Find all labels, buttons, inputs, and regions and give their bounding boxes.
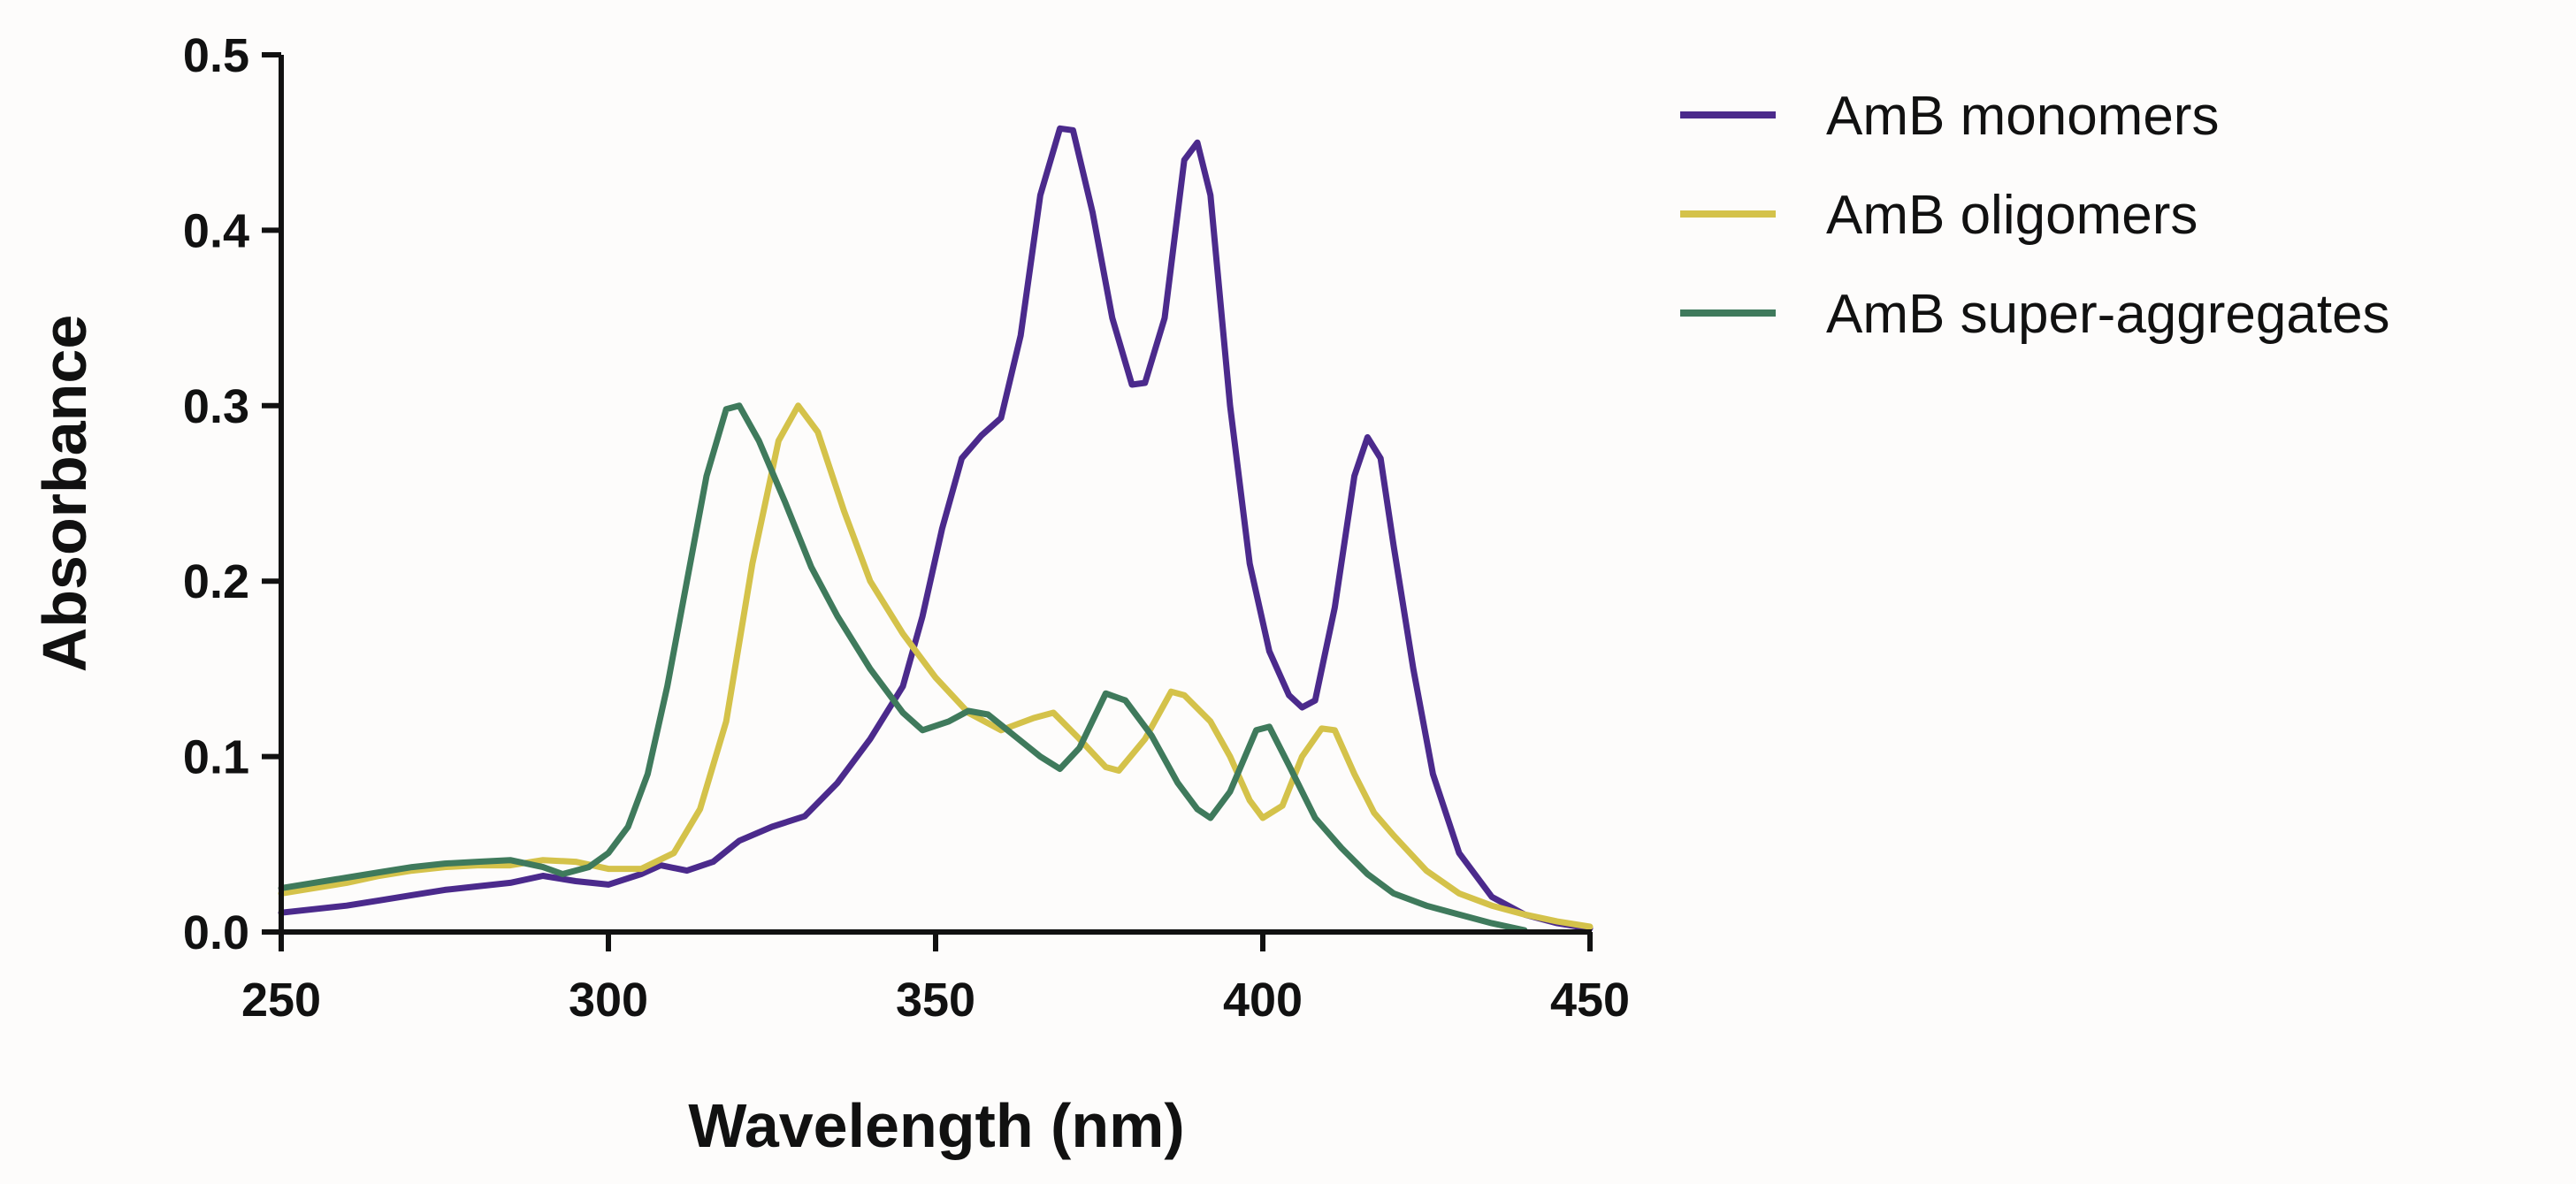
series-line-3: [278, 402, 1528, 934]
y-tick-label: 0.5: [183, 29, 249, 82]
plot-area: 250 300 350 400 450 0.0 0.1 0.2 0.3 0.4 0.5: [183, 29, 1630, 1027]
x-tick-label: 400: [1223, 974, 1303, 1027]
legend-label-2: AmB oligomers: [1826, 185, 2198, 246]
legend-label-3: AmB super-aggregates: [1826, 284, 2390, 345]
series-line-1: [278, 125, 1594, 932]
x-tick-label: 350: [896, 974, 975, 1027]
x-tick-label: 300: [569, 974, 648, 1027]
y-tick-label: 0.3: [183, 380, 249, 433]
y-tick-label: 0.0: [183, 906, 249, 959]
legend-label-1: AmB monomers: [1826, 86, 2219, 147]
x-axis-title: Wavelength (nm): [688, 1091, 1184, 1160]
x-tick-label: 450: [1550, 974, 1630, 1027]
y-ticks: 0.0 0.1 0.2 0.3 0.4 0.5: [183, 29, 281, 959]
series-group: [278, 125, 1594, 934]
y-tick-label: 0.2: [183, 555, 249, 608]
legend: AmB monomers AmB oligomers AmB super-aggre…: [1680, 86, 2390, 345]
x-tick-label: 250: [241, 974, 321, 1027]
y-tick-label: 0.4: [183, 204, 249, 257]
series-line-2: [278, 402, 1594, 930]
y-axis-title: Absorbance: [30, 315, 99, 673]
x-ticks: 250 300 350 400 450: [241, 932, 1630, 1027]
y-tick-label: 0.1: [183, 731, 249, 784]
